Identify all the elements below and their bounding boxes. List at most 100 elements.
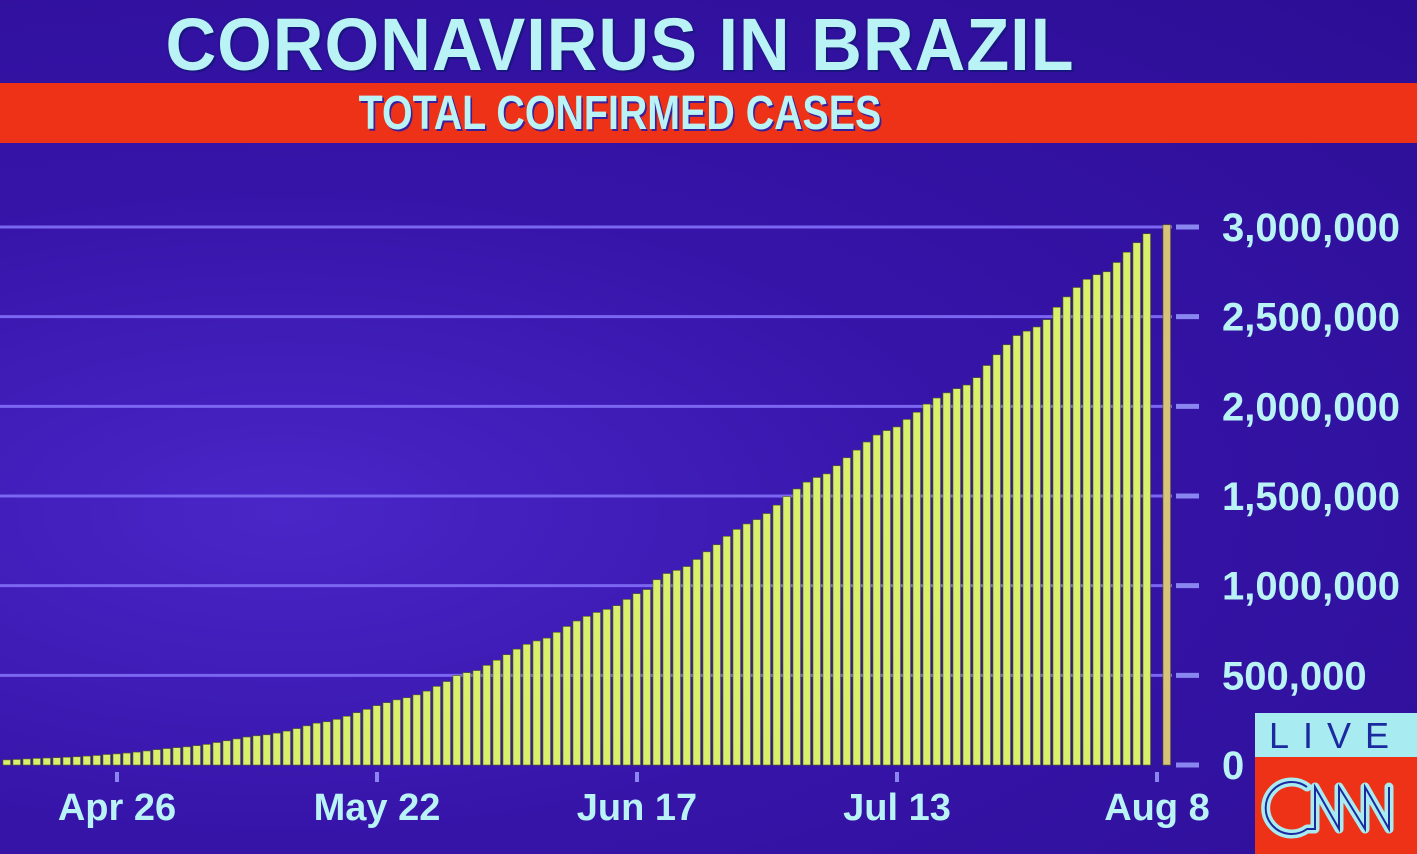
bar [982, 365, 991, 766]
bar [1132, 242, 1141, 766]
y-tick-label: 1,000,000 [1222, 565, 1400, 609]
bar [732, 529, 741, 766]
bar [1062, 296, 1071, 766]
bar [372, 705, 381, 766]
subtitle-band [0, 83, 1417, 143]
cnn-logo-icon [1261, 777, 1394, 839]
bar [1002, 344, 1011, 766]
bar [832, 465, 841, 766]
bar [462, 672, 471, 766]
bar [432, 686, 441, 766]
bar [262, 734, 271, 766]
bar [302, 725, 311, 766]
bar [422, 690, 431, 766]
bar [572, 620, 581, 766]
bar [212, 742, 221, 766]
bar [1072, 287, 1081, 766]
x-tick-label: Jun 17 [577, 787, 697, 829]
bar [502, 654, 511, 766]
bar [92, 755, 101, 766]
bar [152, 749, 161, 766]
bar [802, 481, 811, 766]
bar [312, 722, 321, 766]
bar [352, 712, 361, 766]
bar [1042, 319, 1051, 766]
bar [912, 411, 921, 766]
bar [392, 699, 401, 766]
bar [452, 675, 461, 766]
bar [852, 449, 861, 766]
bar [872, 434, 881, 766]
bar [762, 513, 771, 766]
bar [22, 758, 31, 766]
x-tick-label: Aug 8 [1104, 787, 1210, 829]
y-axis: 0 500,000 1,000,000 1,500,000 2,000,000 2,500… [1176, 206, 1400, 788]
bar [782, 496, 791, 766]
bar [442, 681, 451, 766]
bar [202, 744, 211, 766]
bar [562, 626, 571, 766]
bar [1022, 330, 1031, 766]
bar [492, 659, 501, 766]
bar [862, 441, 871, 766]
bar [632, 593, 641, 766]
bar [362, 709, 371, 766]
y-tick-label: 500,000 [1222, 654, 1367, 698]
bar [382, 702, 391, 766]
bar [612, 605, 621, 766]
bar [972, 377, 981, 766]
cnn-logo [1255, 757, 1417, 854]
y-tick-label: 0 [1222, 744, 1244, 788]
bar [772, 504, 781, 766]
bar [592, 612, 601, 766]
bar [792, 488, 801, 766]
y-tick-label: 2,000,000 [1222, 385, 1400, 429]
bar [322, 721, 331, 766]
bar [62, 756, 71, 766]
x-tick-label: Apr 26 [58, 787, 176, 829]
bar [622, 599, 631, 766]
bar [752, 519, 761, 766]
chart-subtitle: TOTAL CONFIRMED CASES [358, 87, 882, 140]
bar [1122, 251, 1131, 766]
bar [1092, 274, 1101, 766]
bar [722, 536, 731, 766]
chart-title: CORONAVIRUS IN BRAZIL [165, 3, 1075, 86]
bar [2, 759, 11, 766]
bar [992, 354, 1001, 766]
bar [192, 745, 201, 766]
bar [942, 392, 951, 766]
bar [332, 719, 341, 766]
bar [542, 637, 551, 766]
bar [162, 748, 171, 766]
bar [182, 746, 191, 766]
bar [682, 566, 691, 766]
bar [132, 751, 141, 766]
bar [1082, 279, 1091, 766]
bar [962, 384, 971, 766]
bar [222, 740, 231, 766]
bar [482, 665, 491, 766]
bar [812, 477, 821, 766]
bar [892, 426, 901, 766]
bar [402, 697, 411, 766]
y-tick-label: 2,500,000 [1222, 296, 1400, 340]
bar [292, 728, 301, 766]
bar [412, 694, 421, 766]
bar [252, 735, 261, 766]
bar [282, 730, 291, 766]
bar [842, 457, 851, 766]
bar [1012, 335, 1021, 766]
bar [342, 715, 351, 766]
y-tick-label: 1,500,000 [1222, 475, 1400, 519]
bar [652, 579, 661, 766]
bar [522, 644, 531, 766]
bar [472, 670, 481, 766]
bar [1032, 326, 1041, 766]
live-badge: LIVE [1255, 713, 1417, 757]
bar [672, 570, 681, 766]
bar [242, 736, 251, 766]
bar [702, 551, 711, 766]
bar [512, 648, 521, 766]
